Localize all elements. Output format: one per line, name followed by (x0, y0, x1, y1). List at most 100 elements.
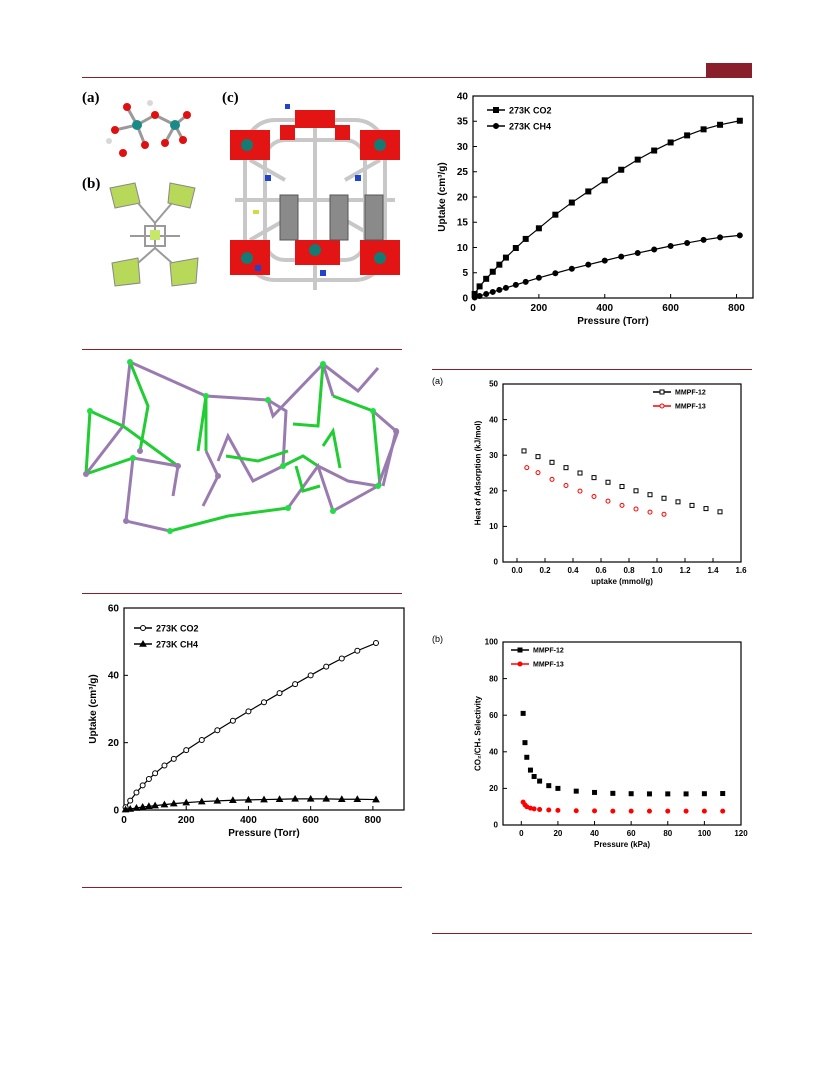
legend-label: MMPF-12 (533, 648, 564, 655)
data-point (717, 509, 723, 515)
data-point (524, 754, 530, 760)
x-tick-label: 1.2 (679, 566, 691, 575)
data-point (537, 778, 543, 784)
x-tick-label: 0.4 (567, 566, 579, 575)
y-tick-label: 0 (113, 805, 119, 816)
data-point (633, 506, 639, 512)
data-point (736, 232, 743, 239)
data-point (354, 647, 361, 654)
data-point (197, 797, 206, 805)
data-point (535, 225, 542, 232)
rule-left-1 (82, 349, 402, 350)
data-point (535, 470, 541, 476)
data-point (145, 776, 152, 783)
x-tick-label: 800 (365, 815, 382, 826)
cluster-image-a (106, 100, 191, 157)
series-0 (521, 448, 723, 515)
data-point (717, 234, 724, 241)
y-tick-label: 0 (494, 558, 499, 567)
data-point (512, 245, 519, 252)
data-point (531, 774, 537, 780)
data-point (483, 290, 490, 297)
data-point (633, 488, 639, 494)
x-tick-label: 800 (728, 303, 745, 314)
data-point (476, 283, 483, 290)
heat-panel-label: (a) (432, 376, 443, 386)
legend-marker (139, 639, 147, 647)
data-point (647, 492, 653, 498)
data-point (591, 475, 597, 481)
legend-marker (517, 647, 523, 653)
data-point (244, 795, 253, 803)
data-point (720, 808, 726, 814)
legend-marker (659, 389, 665, 395)
data-point (152, 770, 159, 777)
panel-label-b: (b) (82, 176, 101, 192)
x-tick-label: 1.4 (707, 566, 719, 575)
data-point (568, 199, 575, 206)
data-point (700, 236, 707, 243)
x-tick-label: 0.0 (511, 566, 523, 575)
y-tick-label: 30 (489, 451, 498, 460)
data-point (126, 804, 135, 812)
data-point (138, 802, 147, 810)
data-point (522, 235, 529, 242)
y-axis-label: Heat of Adsorption (kJ/mol) (474, 420, 483, 525)
data-point (496, 261, 503, 268)
data-point (133, 789, 140, 796)
data-point (323, 663, 330, 670)
data-point (592, 789, 598, 795)
x-tick-label: 600 (302, 815, 319, 826)
data-point (667, 139, 674, 146)
data-point (139, 782, 146, 789)
chart-uptake-1: 0 200 400 600 800 0 5 10 15 20 25 30 35 40 Pressure (T… (437, 91, 754, 327)
panel-label-c: (c) (222, 90, 239, 106)
y-tick-label: 100 (485, 638, 499, 647)
data-point (647, 509, 653, 515)
data-point (573, 808, 579, 814)
chart-selectivity: 0 20 40 60 80 100 120 0 20 40 60 80 100 Pressure (kPa… (474, 638, 749, 849)
data-point (527, 767, 533, 773)
data-point (555, 785, 561, 791)
selectivity-panel-label: (b) (432, 634, 443, 644)
y-tick-label: 15 (457, 218, 469, 229)
data-point (563, 465, 569, 471)
y-tick-label: 30 (457, 142, 469, 153)
y-axis-label: CO₂/CH₄ Selectivity (474, 695, 483, 770)
series-line (474, 234, 740, 299)
y-tick-label: 60 (108, 603, 120, 614)
data-point (502, 254, 509, 261)
data-point (521, 448, 527, 454)
data-point (214, 727, 221, 734)
data-point (275, 795, 284, 802)
chart-heat-of-adsorption: 0.0 0.2 0.4 0.6 0.8 1.0 1.2 1.4 1.6 0 10 20 30 40 50 up… (474, 380, 748, 586)
data-point (675, 499, 681, 505)
y-tick-label: 20 (457, 192, 469, 203)
data-point (628, 791, 634, 797)
x-tick-label: 80 (663, 829, 672, 838)
topology-net-image (83, 359, 400, 534)
panel-label-a: (a) (82, 90, 100, 106)
legend-marker (493, 123, 499, 129)
x-tick-label: 40 (590, 829, 599, 838)
legend-label: 273K CH4 (509, 121, 551, 131)
data-point (183, 747, 190, 754)
x-tick-label: 1.6 (735, 566, 747, 575)
data-point (145, 802, 153, 810)
x-axis-label: Pressure (Torr) (228, 828, 300, 839)
y-tick-label: 5 (462, 268, 468, 279)
x-tick-label: 0 (470, 303, 476, 314)
data-point (522, 740, 528, 746)
data-point (610, 790, 616, 796)
data-point (700, 126, 707, 133)
data-point (127, 797, 134, 804)
y-axis-label: Uptake (cm³/g) (437, 162, 448, 231)
data-point (573, 788, 579, 794)
x-tick-label: 200 (531, 303, 548, 314)
data-point (546, 783, 552, 789)
data-point (577, 488, 583, 494)
y-tick-label: 20 (489, 784, 498, 793)
data-point (245, 708, 252, 715)
ligand-image-b (109, 182, 199, 287)
rule-right-1 (432, 369, 752, 370)
